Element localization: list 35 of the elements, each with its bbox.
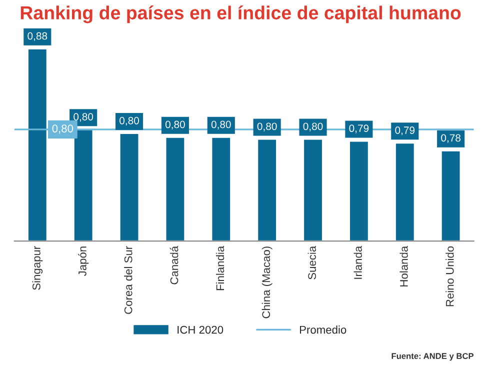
source-note: Fuente: ANDE y BCP [392,353,474,361]
bar [302,138,324,242]
bar [440,150,462,242]
x-tick-label: Corea del Sur [124,246,132,314]
x-tick-label: Reino Unido [446,246,454,306]
x-tick-label: China (Macao) [262,246,272,318]
text: 0,80 [120,116,139,126]
bar [394,142,416,242]
text: 0,80 [52,124,74,134]
bar [72,128,94,242]
text: 0,80 [211,120,231,130]
text: 0,80 [303,122,323,132]
legend-label: ICH 2020 [178,326,224,334]
text: 0,88 [28,32,48,41]
x-tick-label: Holanda [400,246,408,286]
bar [27,48,48,242]
bar [118,132,140,242]
x-tick-label: Singapur [32,246,43,290]
x-tick-label: Finlandia [216,246,224,290]
x-tick-label: Irlanda [354,246,362,279]
chart-title: Ranking de países en el índice de capital humano [20,6,461,24]
text: 0,80 [74,113,94,122]
bar [164,136,186,242]
bar [348,140,370,242]
bar [210,136,232,242]
text: 0,79 [395,126,415,136]
bar [256,138,278,242]
legend-label: Promedio [300,326,346,334]
x-tick-label: Japón [78,246,89,276]
text: 0,80 [165,120,185,130]
x-tick-label: Suecia [308,246,316,280]
text: 0,78 [441,134,460,143]
annotation: 0,80 [257,122,277,132]
x-tick-label: Canadá [170,246,178,284]
text: 0,79 [349,124,369,134]
